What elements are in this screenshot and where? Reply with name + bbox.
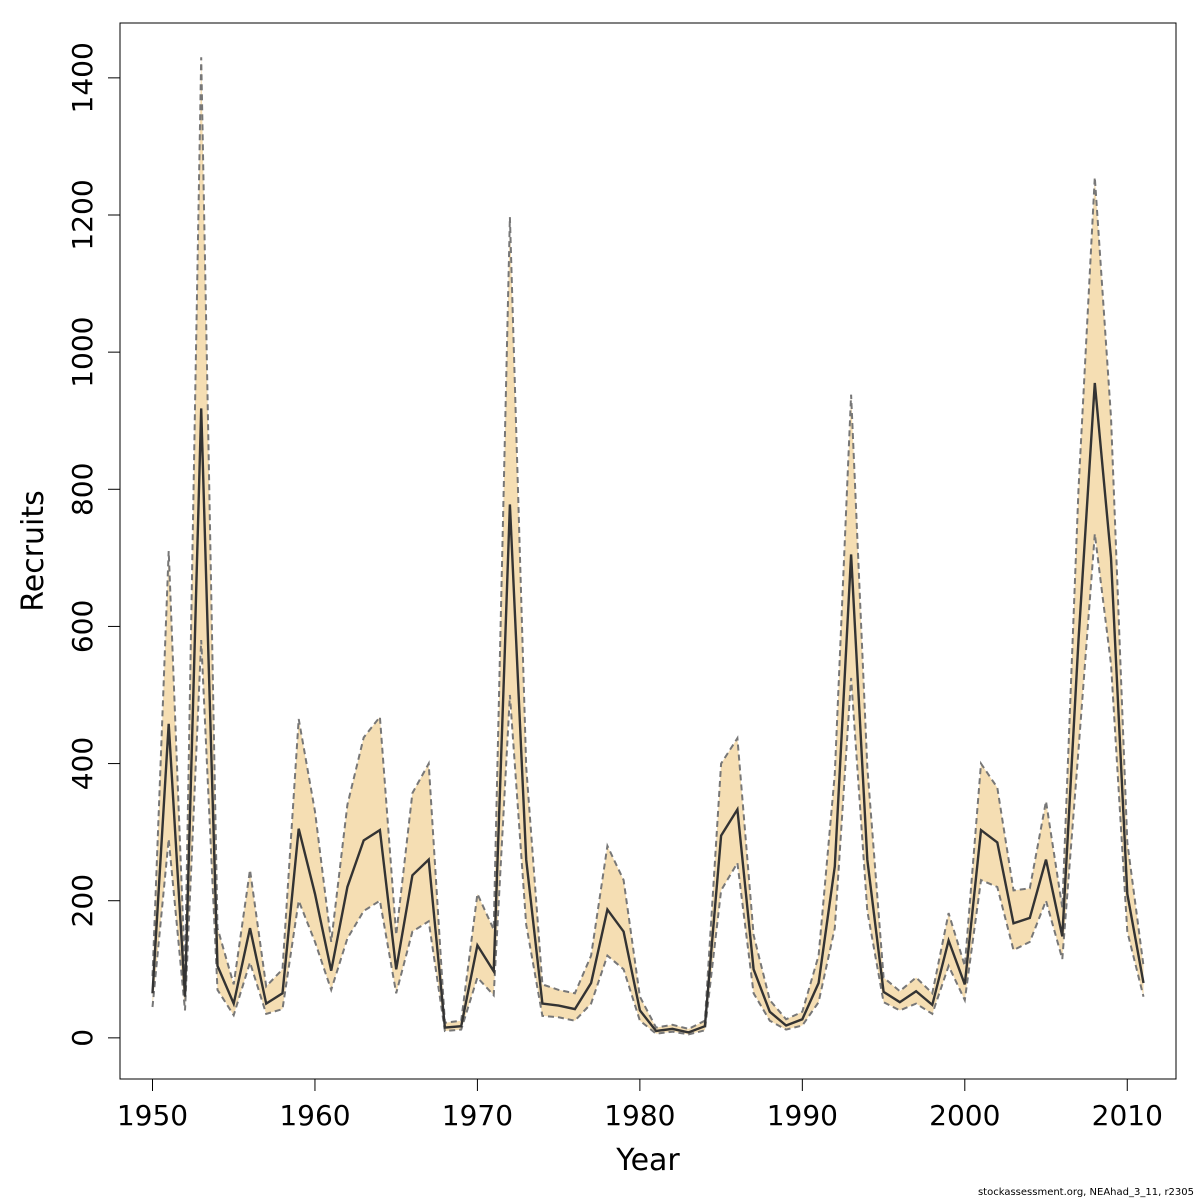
x-tick-label: 2000	[929, 1099, 1000, 1132]
x-tick-label: 1990	[767, 1099, 838, 1132]
y-tick-label: 400	[66, 737, 99, 790]
source-footnote: stockassessment.org, NEAhad_3_11, r2305	[977, 1187, 1194, 1198]
x-axis-title: Year	[615, 1143, 680, 1178]
x-axis: 1950 1960 1970 1980 1990 2000 2010	[117, 1078, 1163, 1132]
y-tick-label: 0	[66, 1029, 99, 1047]
y-axis-title: Recruits	[16, 490, 51, 612]
x-tick-label: 1970	[442, 1099, 513, 1132]
x-tick-label: 1980	[604, 1099, 675, 1132]
x-tick-label: 2010	[1092, 1099, 1163, 1132]
y-tick-label: 200	[66, 874, 99, 927]
confidence-band	[152, 57, 1144, 1035]
y-tick-label: 800	[66, 463, 99, 516]
y-tick-label: 1000	[66, 317, 99, 388]
lower-bound-line	[151, 533, 1145, 1036]
y-tick-label: 1200	[66, 179, 99, 250]
x-tick-label: 1950	[117, 1099, 188, 1132]
estimate-line	[151, 382, 1145, 1034]
y-tick-label: 600	[66, 600, 99, 653]
x-tick-label: 1960	[279, 1099, 350, 1132]
y-tick-label: 1400	[66, 42, 99, 113]
y-axis: 0 200 400 600 800 1000 1200 1400	[66, 42, 121, 1047]
plot-layer	[151, 57, 1145, 1036]
